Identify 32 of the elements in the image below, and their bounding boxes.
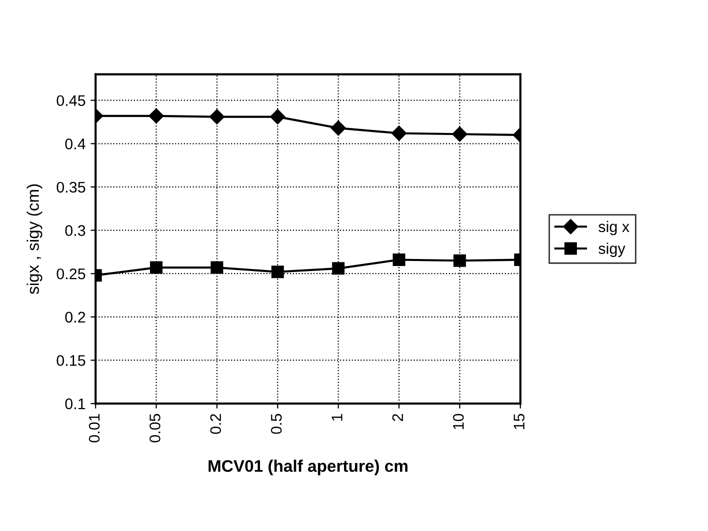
point [210, 261, 224, 274]
y-tick-label: 0.15 [56, 355, 86, 366]
x-tick-label: 1 [332, 414, 342, 421]
y-tick-label: 0.45 [56, 95, 86, 106]
y-axis-title: sigx , sigy (cm) [26, 184, 42, 294]
x-tick-label: 0.05 [150, 414, 160, 442]
x-axis-title: MCV01 (half aperture) cm [208, 460, 408, 476]
point [453, 254, 466, 267]
point [332, 262, 345, 275]
point [150, 261, 163, 274]
x-tick-label: 0.5 [270, 414, 282, 434]
x-tick-label: 0.01 [88, 414, 100, 442]
x-tick-label: 15 [514, 414, 524, 430]
x-tick-label: 2 [392, 414, 403, 422]
y-tick-label: 0.3 [65, 225, 86, 236]
legend-label: sig x [598, 220, 630, 236]
point [209, 109, 225, 124]
y-tick-label: 0.25 [56, 268, 86, 280]
point [452, 126, 468, 142]
y-tick-label: 0.4 [65, 138, 86, 150]
x-tick-label: 0.2 [210, 414, 222, 434]
point [270, 109, 286, 124]
legend-label: sigy [598, 242, 626, 258]
point [271, 266, 284, 278]
y-tick-label: 0.2 [65, 312, 86, 323]
y-tick-label: 0.1 [65, 398, 86, 410]
point [148, 108, 164, 124]
y-tick-label: 0.35 [56, 182, 86, 193]
point [392, 253, 406, 266]
point [391, 126, 407, 141]
point [330, 120, 346, 136]
x-tick-label: 10 [452, 414, 464, 430]
